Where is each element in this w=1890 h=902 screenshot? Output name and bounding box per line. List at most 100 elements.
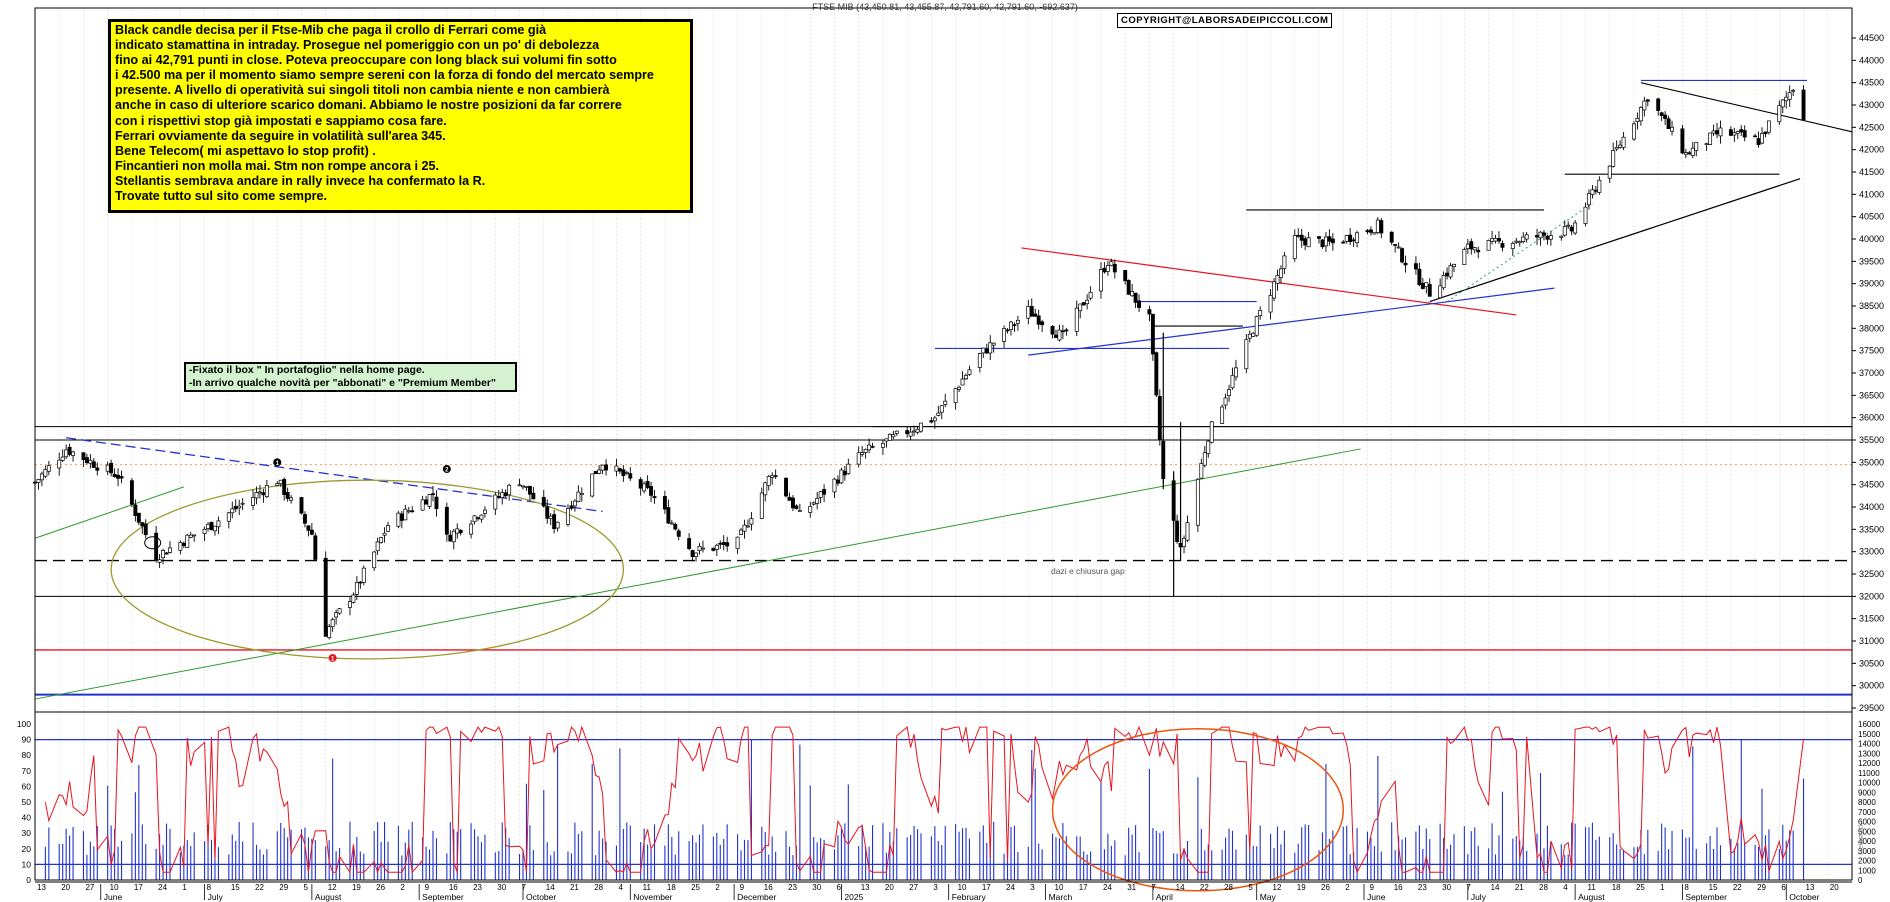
candle-body (894, 430, 899, 434)
candle-body (476, 517, 480, 520)
x-month-label: 2025 (844, 892, 863, 902)
candle-body (1341, 241, 1346, 244)
candle-body (1220, 406, 1225, 424)
candle-body (1708, 132, 1713, 145)
candle-body (1036, 315, 1041, 325)
y-tick-label: 32000 (1859, 591, 1884, 601)
x-day-label: 28 (1224, 883, 1233, 892)
candle-body (164, 552, 169, 555)
chart-border (34, 7, 1853, 881)
candle-body (1355, 232, 1360, 244)
candle-body (1777, 105, 1782, 123)
candle-body (912, 430, 917, 433)
candle-body (1791, 89, 1796, 92)
volume-tick-label: 12000 (1858, 759, 1881, 768)
copyright-label: COPYRIGHT@LABORSADEIPICCOLI.COM (1117, 13, 1333, 28)
x-day-label: 16 (449, 883, 458, 892)
candle-body (1573, 222, 1578, 234)
candle-body (1123, 269, 1128, 282)
x-day-label: 17 (982, 883, 991, 892)
candle-body (870, 446, 875, 448)
trendlines: 1 2 1 (34, 82, 1853, 700)
candle-body (1154, 352, 1159, 396)
candle-body (1756, 138, 1761, 145)
x-day-label: 7 (1466, 883, 1471, 892)
candle-body (1784, 96, 1789, 102)
x-month-label: June (104, 892, 123, 902)
candle-body (597, 469, 602, 474)
candle-body (129, 480, 134, 505)
x-day-label: 9 (1369, 883, 1374, 892)
candle-body (1611, 150, 1616, 167)
x-day-label: 14 (1176, 883, 1185, 892)
grid-lines (34, 10, 1853, 880)
candle-body (1133, 292, 1138, 303)
candle-body (1441, 275, 1446, 289)
candle-body (372, 551, 377, 569)
candle-body (1130, 291, 1135, 297)
candle-body (264, 485, 269, 498)
x-month-label: August (315, 892, 342, 902)
candle-body (1327, 236, 1332, 242)
candle-body (136, 512, 141, 523)
candle-body (718, 542, 723, 545)
candle-body (1535, 235, 1540, 238)
candle-body (860, 452, 865, 455)
commentary-box: Black candle decisa per il Ftse-Mib che … (108, 19, 693, 213)
candle-body (1026, 306, 1031, 319)
candle-body (697, 545, 702, 551)
candle-body (358, 581, 363, 584)
candle-body (1403, 262, 1408, 266)
candle-body (1175, 520, 1180, 542)
y-tick-label: 34500 (1859, 480, 1884, 490)
small-ellipse (144, 536, 162, 550)
candle-body (458, 529, 463, 534)
trendline (66, 437, 603, 513)
chart-header: FTSE MIB (43,450.81, 43,455.87, 42,791.6… (812, 2, 1078, 12)
candle-body (157, 559, 162, 563)
volume-tick-label: 8000 (1858, 798, 1876, 807)
candle-body (303, 514, 307, 524)
candle-body (953, 388, 958, 403)
candle-body (379, 537, 384, 543)
candle-body (645, 480, 650, 488)
candle-body (1078, 303, 1083, 312)
volume-tick-label: 1000 (1858, 866, 1876, 875)
candle-body (306, 525, 311, 531)
candle-body (943, 400, 948, 405)
candle-body (1351, 239, 1356, 242)
osc-tick-label: 10 (22, 859, 32, 869)
y-tick-label: 29500 (1859, 703, 1884, 713)
candle-body (991, 342, 996, 346)
candle-body (185, 534, 190, 548)
candle-body (1050, 325, 1055, 335)
candle-body (1524, 234, 1529, 240)
candle-body (811, 502, 816, 505)
candle-body (662, 496, 667, 510)
candle-body (555, 521, 560, 529)
x-day-label: 7 (522, 883, 527, 892)
osc-tick-label: 30 (22, 828, 32, 838)
candle-body (482, 509, 487, 514)
candle-body (309, 529, 314, 535)
gap-annotation: dazi e chiusura gap (1051, 566, 1125, 576)
candle-body (1258, 309, 1263, 316)
candle-body (1230, 375, 1235, 389)
x-day-label: 25 (691, 883, 700, 892)
y-tick-label: 38000 (1859, 323, 1884, 333)
candle-body (278, 479, 283, 484)
trendline (1640, 82, 1853, 133)
candle-body (569, 505, 574, 509)
commentary-line: Bene Telecom( mi aspettavo lo stop profi… (115, 143, 376, 158)
candle-body (1085, 299, 1090, 305)
x-day-label: 22 (1733, 883, 1742, 892)
x-day-label: 30 (812, 883, 821, 892)
x-day-label: 23 (473, 883, 482, 892)
candle-body (1126, 279, 1131, 295)
candle-body (119, 476, 124, 479)
volume-tick-label: 11000 (1858, 769, 1880, 778)
candle-body (1462, 249, 1467, 265)
price-candles (33, 85, 1806, 640)
candle-body (1448, 265, 1453, 278)
candle-body (621, 469, 626, 477)
